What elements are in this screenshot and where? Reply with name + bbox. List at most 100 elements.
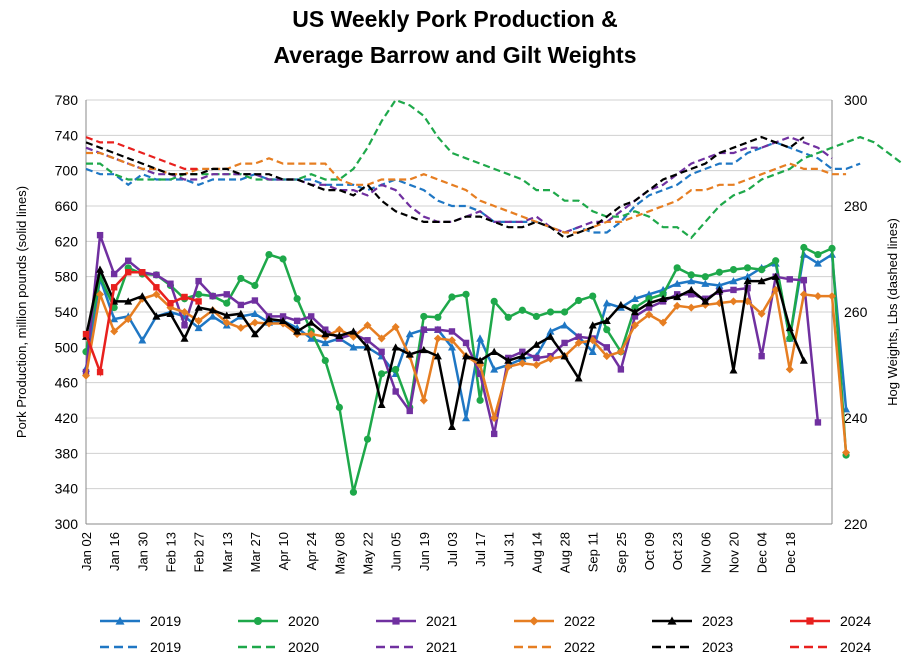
production-point-2023 — [715, 285, 724, 294]
production-point-2022 — [659, 318, 668, 327]
production-point-2023 — [264, 315, 273, 323]
production-point-2022 — [447, 336, 456, 345]
right-axis-title: Hog Weights, Lbs (dashed lines) — [885, 218, 900, 406]
production-point-2021 — [364, 337, 371, 344]
legend-marker-2022 — [529, 616, 539, 626]
production-series-line-2023 — [84, 265, 805, 428]
production-point-2023 — [799, 356, 808, 364]
x-tick-label: Sep 11 — [586, 532, 601, 572]
production-point-2023 — [335, 331, 344, 340]
production-point-2023 — [138, 292, 147, 300]
x-tick-label: Sep 25 — [614, 532, 629, 573]
production-point-2019 — [307, 334, 316, 342]
production-point-2019 — [447, 343, 456, 351]
production-point-2023 — [743, 277, 752, 285]
legend-marker-2023 — [667, 616, 677, 625]
x-tick-label: Jul 31 — [501, 532, 516, 567]
production-point-2021 — [800, 277, 808, 284]
production-point-2019 — [462, 414, 471, 422]
production-point-2022 — [363, 321, 372, 330]
weight-series-line-2022 — [86, 151, 847, 234]
production-point-2019 — [476, 334, 485, 342]
production-point-2022 — [546, 354, 555, 363]
production-point-2019 — [250, 309, 259, 317]
production-point-2019 — [588, 347, 597, 355]
production-point-2020 — [546, 308, 555, 316]
production-point-2023 — [504, 356, 513, 364]
production-point-2022 — [645, 310, 654, 319]
production-point-2021 — [209, 292, 216, 300]
production-point-2021 — [279, 313, 287, 320]
production-point-2020 — [392, 365, 400, 374]
production-point-2021 — [392, 388, 399, 395]
x-tick-label: Jul 03 — [445, 532, 460, 567]
production-point-2023 — [194, 303, 203, 311]
production-point-2019 — [490, 365, 499, 373]
production-point-2023 — [377, 400, 386, 408]
left-tick-label: 300 — [55, 516, 79, 532]
production-point-2023 — [293, 327, 302, 335]
production-point-2020 — [589, 292, 597, 300]
production-point-2019 — [813, 259, 822, 267]
production-point-2023 — [96, 265, 105, 273]
x-tick-label: May 08 — [332, 532, 347, 575]
x-tick-label: Jul 17 — [473, 532, 488, 567]
production-point-2020 — [828, 244, 836, 252]
production-point-2022 — [630, 321, 639, 330]
left-tick-label: 420 — [55, 410, 79, 426]
production-point-2023 — [673, 292, 682, 301]
production-point-2023 — [588, 321, 597, 329]
production-point-2023 — [771, 272, 780, 280]
left-tick-label: 500 — [55, 339, 79, 355]
production-point-2021 — [420, 326, 428, 333]
production-point-2022 — [673, 301, 682, 310]
production-point-2023 — [659, 294, 668, 302]
production-point-2020 — [110, 303, 118, 312]
production-point-2020 — [462, 290, 470, 298]
legend-marker-2020 — [253, 616, 263, 626]
production-point-2021 — [181, 322, 188, 329]
production-point-2023 — [279, 316, 288, 325]
weight-series-line-2020 — [86, 98, 904, 240]
legend-label-2020: 2020 — [288, 613, 319, 629]
production-point-2022 — [687, 303, 696, 312]
production-point-2020 — [504, 313, 512, 321]
production-point-2022 — [757, 309, 766, 318]
production-point-2022 — [799, 290, 808, 299]
production-point-2023 — [616, 300, 625, 309]
left-axis-title: Pork Production, million pounds (solid l… — [14, 186, 29, 438]
production-point-2020 — [237, 274, 245, 283]
chart-title-line2: Average Barrow and Gilt Weights — [273, 42, 637, 68]
production-point-2020 — [293, 295, 301, 303]
production-point-2023 — [574, 374, 583, 382]
production-point-2020 — [772, 257, 780, 265]
production-point-2023 — [250, 330, 259, 338]
left-tick-label: 700 — [55, 163, 79, 179]
legend-label-2022: 2022 — [564, 613, 595, 629]
production-point-2019 — [701, 279, 710, 287]
production-point-2020 — [448, 293, 456, 301]
left-tick-label: 460 — [55, 375, 79, 391]
production-point-2021 — [533, 354, 540, 362]
production-point-2020 — [729, 266, 738, 274]
production-point-2021 — [251, 297, 259, 304]
production-point-2023 — [785, 323, 794, 332]
production-point-2021 — [167, 280, 174, 287]
production-point-2023 — [236, 309, 245, 317]
legend-marker-2019 — [115, 616, 125, 625]
production-point-2019 — [349, 343, 358, 351]
legend-dash-label-2023: 2023 — [702, 639, 733, 655]
production-point-2021 — [814, 419, 822, 426]
production-point-2022 — [813, 292, 822, 301]
production-point-2022 — [574, 338, 583, 347]
production-point-2022 — [194, 316, 203, 325]
production-point-2020 — [715, 268, 723, 276]
production-point-2020 — [490, 297, 498, 305]
production-point-2020 — [659, 290, 667, 298]
production-point-2019 — [194, 323, 203, 332]
x-tick-label: Mar 13 — [220, 532, 235, 572]
legend-dash-label-2021: 2021 — [426, 639, 457, 655]
production-point-2023 — [729, 366, 738, 374]
production-point-2021 — [378, 348, 385, 355]
